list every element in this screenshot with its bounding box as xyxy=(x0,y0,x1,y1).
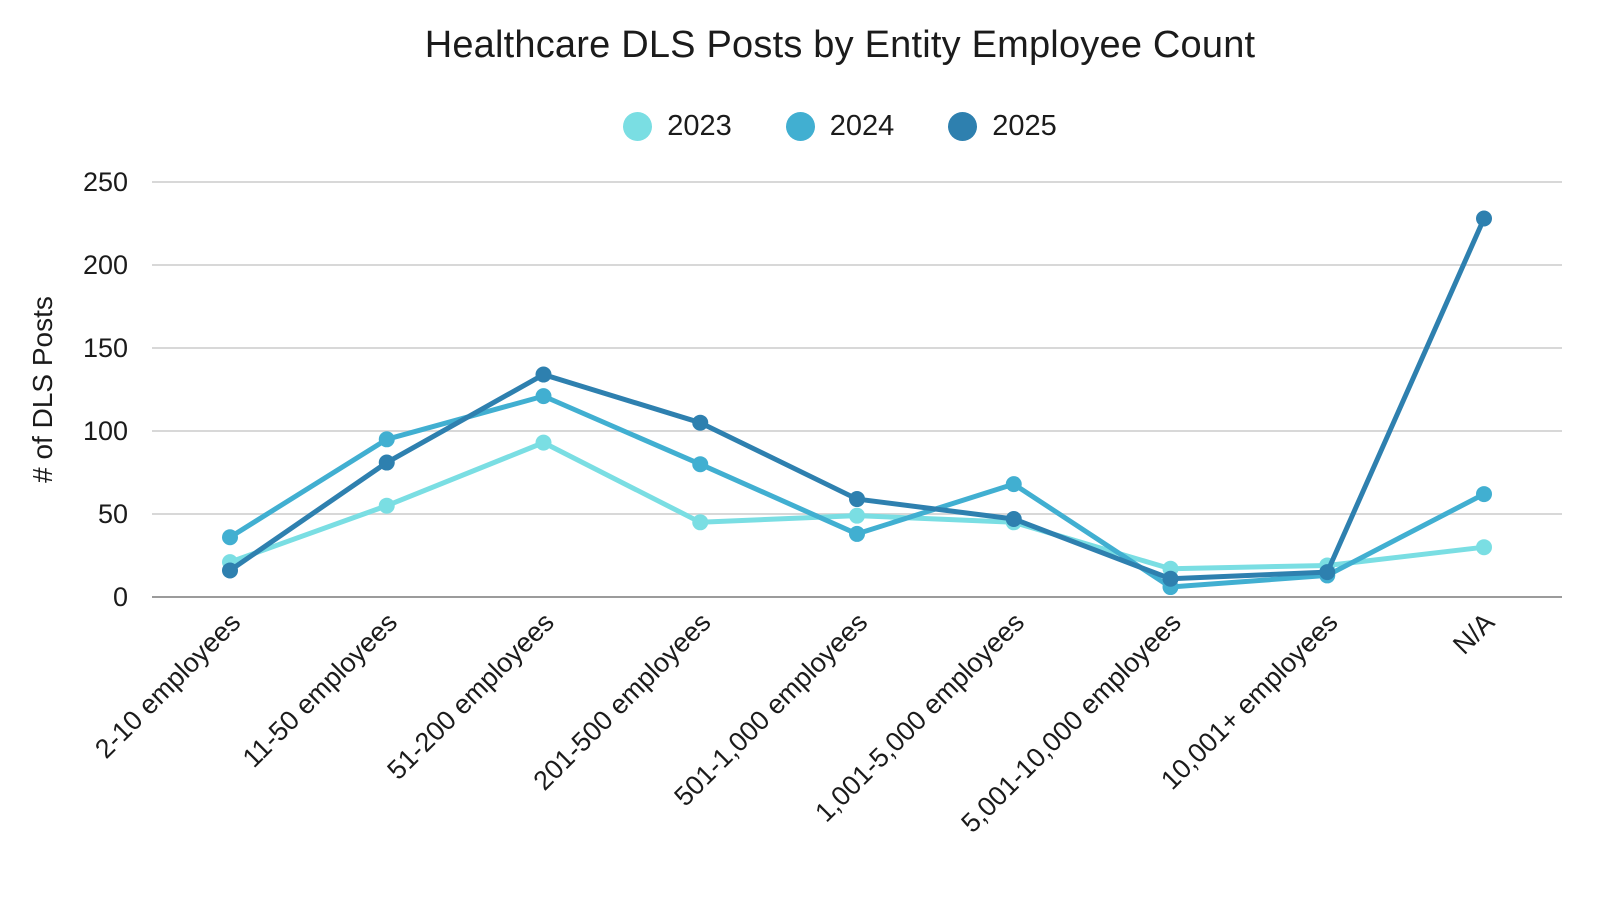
data-point-2024 xyxy=(535,388,552,405)
legend-label-2024: 2024 xyxy=(829,110,895,142)
data-point-2025 xyxy=(1476,210,1492,227)
x-tick-label: N/A xyxy=(1447,607,1500,660)
data-point-2025 xyxy=(692,414,709,431)
data-point-2023 xyxy=(1476,539,1492,556)
series-line-2025 xyxy=(227,216,1487,582)
data-point-2023 xyxy=(849,507,865,524)
x-tick-label: 11-50 employees xyxy=(237,607,403,773)
y-tick-label: 150 xyxy=(83,333,128,363)
data-point-2023 xyxy=(692,514,709,531)
legend-dot-2023 xyxy=(623,112,653,141)
data-point-2023 xyxy=(535,434,552,451)
chart-title: Healthcare DLS Posts by Entity Employee … xyxy=(424,24,1256,66)
data-point-2024 xyxy=(1476,486,1492,503)
legend-label-2023: 2023 xyxy=(667,110,732,142)
data-point-2025 xyxy=(849,491,865,508)
x-tick-label: 51-200 employees xyxy=(381,607,559,785)
data-point-2025 xyxy=(1319,564,1336,581)
data-point-2024 xyxy=(1005,476,1022,493)
x-tick-label: 10,001+ employees xyxy=(1155,607,1343,795)
data-point-2024 xyxy=(692,456,709,473)
legend-item-2023: 2023 xyxy=(623,110,732,143)
x-tick-label: 2-10 employees xyxy=(89,607,246,764)
legend-dot-2024 xyxy=(785,112,815,141)
legend-label-2025: 2025 xyxy=(992,110,1057,142)
y-tick-label: 200 xyxy=(83,250,128,280)
y-axis-label: # of DLS Posts xyxy=(27,296,58,483)
data-point-2025 xyxy=(378,454,395,471)
data-point-2025 xyxy=(535,366,552,383)
data-point-2025 xyxy=(1162,570,1179,587)
legend-item-2025: 2025 xyxy=(948,110,1057,143)
y-tick-label: 100 xyxy=(83,416,128,446)
data-point-2025 xyxy=(222,562,238,579)
data-point-2024 xyxy=(378,431,395,448)
chart-legend: 2023 2024 2025 xyxy=(60,110,1600,143)
data-point-2024 xyxy=(222,529,238,546)
y-tick-label: 0 xyxy=(113,582,128,612)
data-point-2024 xyxy=(849,525,865,542)
legend-item-2024: 2024 xyxy=(785,110,895,143)
y-tick-label: 50 xyxy=(98,499,128,529)
data-point-2025 xyxy=(1005,510,1022,527)
y-tick-label: 250 xyxy=(83,167,128,197)
legend-dot-2025 xyxy=(948,112,978,141)
x-tick-label: 201-500 employees xyxy=(528,607,717,796)
data-point-2023 xyxy=(378,497,395,514)
